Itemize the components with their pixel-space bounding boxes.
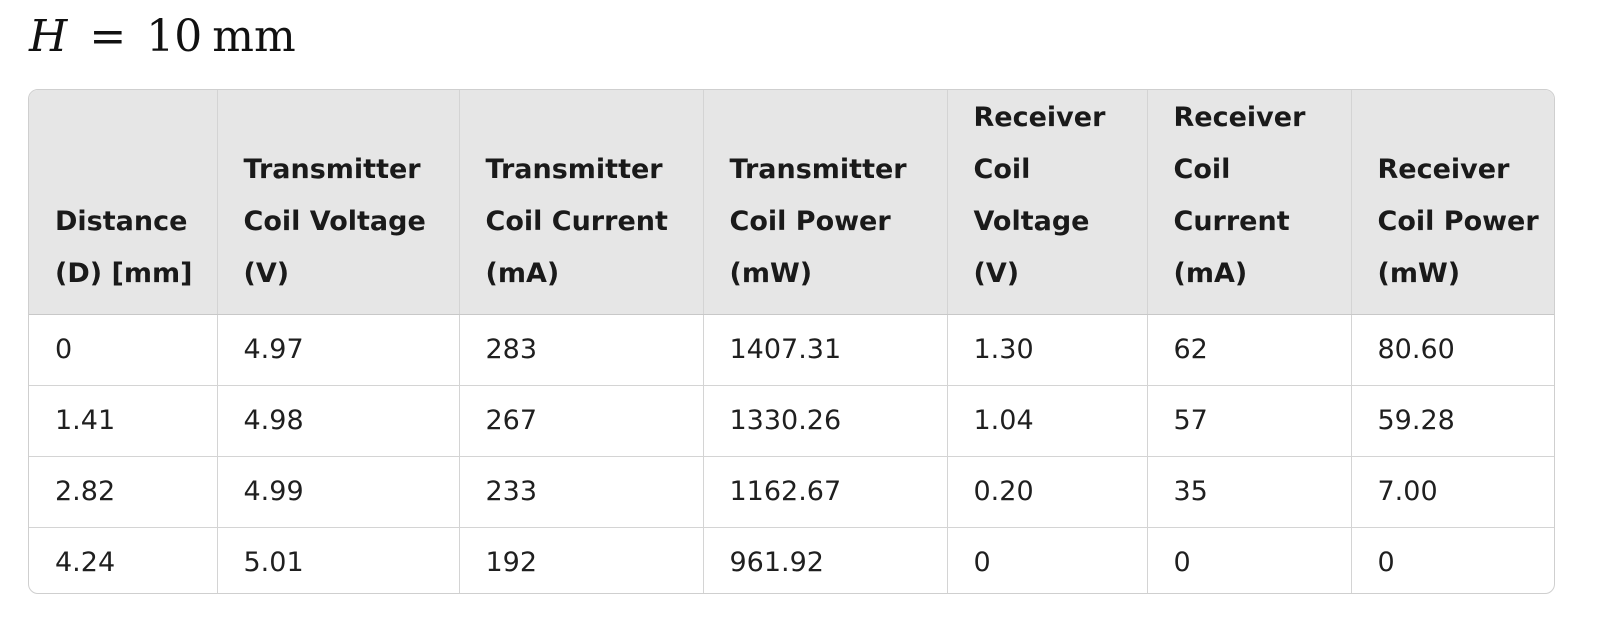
header-line: (mW) bbox=[1377, 257, 1461, 289]
header-line: (mA) bbox=[485, 257, 560, 289]
table-row: 2.82 4.99 233 1162.67 0.20 35 7.00 bbox=[29, 456, 1554, 528]
header-receiver-voltage: Receiver Coil Voltage (V) bbox=[947, 90, 1148, 315]
header-line: Coil Voltage bbox=[243, 205, 426, 237]
table-row: 1.41 4.98 267 1330.26 1.04 57 59.28 bbox=[29, 385, 1554, 457]
table-cell: 35 bbox=[1147, 456, 1352, 528]
header-transmitter-voltage: Transmitter Coil Voltage (V) bbox=[217, 90, 460, 315]
table-row: 0 4.97 283 1407.31 1.30 62 80.60 bbox=[29, 314, 1554, 386]
table-cell: 283 bbox=[459, 314, 704, 386]
table-cell: 0 bbox=[1377, 546, 1395, 578]
header-line: (V) bbox=[243, 257, 290, 289]
table-cell: 4.24 bbox=[29, 527, 218, 593]
header-line: (mA) bbox=[1173, 257, 1248, 289]
table-cell: 57 bbox=[1147, 385, 1352, 457]
table-cell: 59.28 bbox=[1351, 385, 1554, 457]
header-line: (V) bbox=[973, 257, 1020, 289]
table-cell: 4.99 bbox=[217, 456, 460, 528]
table-cell: 1162.67 bbox=[703, 456, 948, 528]
table-cell: 1330.26 bbox=[703, 385, 948, 457]
header-line: Voltage bbox=[973, 205, 1090, 237]
heading-unit: mm bbox=[212, 11, 296, 62]
table-cell: 1407.31 bbox=[703, 314, 948, 386]
header-line: Distance bbox=[55, 205, 188, 237]
table-cell: 1.30 bbox=[947, 314, 1148, 386]
table-cell: 7.00 bbox=[1351, 456, 1554, 528]
table-row: 4.24 5.01 192 961.92 0 0 0 bbox=[29, 527, 1554, 593]
header-line: Coil Power bbox=[729, 205, 891, 237]
header-transmitter-power: Transmitter Coil Power (mW) bbox=[703, 90, 948, 315]
table-cell: 1.41 bbox=[29, 385, 218, 457]
table-cell: 0 bbox=[1147, 527, 1352, 593]
header-line: Receiver bbox=[1173, 101, 1306, 133]
header-line: Receiver bbox=[973, 101, 1106, 133]
header-line: (mW) bbox=[729, 257, 813, 289]
header-line: Receiver bbox=[1377, 153, 1510, 185]
header-receiver-current: Receiver Coil Current (mA) bbox=[1147, 90, 1352, 315]
table-cell: 2.82 bbox=[29, 456, 218, 528]
header-line: (D) [mm] bbox=[55, 257, 193, 289]
header-transmitter-current: Transmitter Coil Current (mA) bbox=[459, 90, 704, 315]
heading-variable: H bbox=[29, 11, 68, 62]
data-table-container: Distance (D) [mm] Transmitter Coil Volta… bbox=[28, 89, 1555, 594]
table-cell: 4.98 bbox=[217, 385, 460, 457]
table-cell: 1.04 bbox=[947, 385, 1148, 457]
table-header-row: Distance (D) [mm] Transmitter Coil Volta… bbox=[29, 90, 1554, 315]
table-cell: 0 bbox=[947, 527, 1148, 593]
heading-equals: = bbox=[89, 11, 127, 62]
table-cell: 0.20 bbox=[947, 456, 1148, 528]
section-heading: H = 10 mm bbox=[29, 2, 296, 72]
header-line: Coil bbox=[1173, 153, 1231, 185]
table-cell: 4.97 bbox=[217, 314, 460, 386]
header-line: Transmitter bbox=[243, 153, 421, 185]
header-line: Coil bbox=[973, 153, 1031, 185]
table-cell: 961.92 bbox=[703, 527, 948, 593]
header-line: Transmitter bbox=[485, 153, 663, 185]
heading-value: 10 bbox=[146, 11, 203, 62]
table-cell: 62 bbox=[1147, 314, 1352, 386]
table-cell: 80.60 bbox=[1351, 314, 1554, 386]
table-cell: 192 bbox=[459, 527, 704, 593]
table-cell: 0 bbox=[29, 314, 218, 386]
header-distance: Distance (D) [mm] bbox=[29, 90, 218, 315]
header-line: Coil Current bbox=[485, 205, 668, 237]
table-cell: 267 bbox=[459, 385, 704, 457]
header-line: Current bbox=[1173, 205, 1290, 237]
header-line: Coil Power bbox=[1377, 205, 1539, 237]
table-cell: 5.01 bbox=[217, 527, 460, 593]
measurements-table: Distance (D) [mm] Transmitter Coil Volta… bbox=[29, 90, 1554, 593]
header-line: Transmitter bbox=[729, 153, 907, 185]
table-cell: 233 bbox=[459, 456, 704, 528]
header-receiver-power: Receiver Coil Power (mW) bbox=[1351, 90, 1554, 315]
